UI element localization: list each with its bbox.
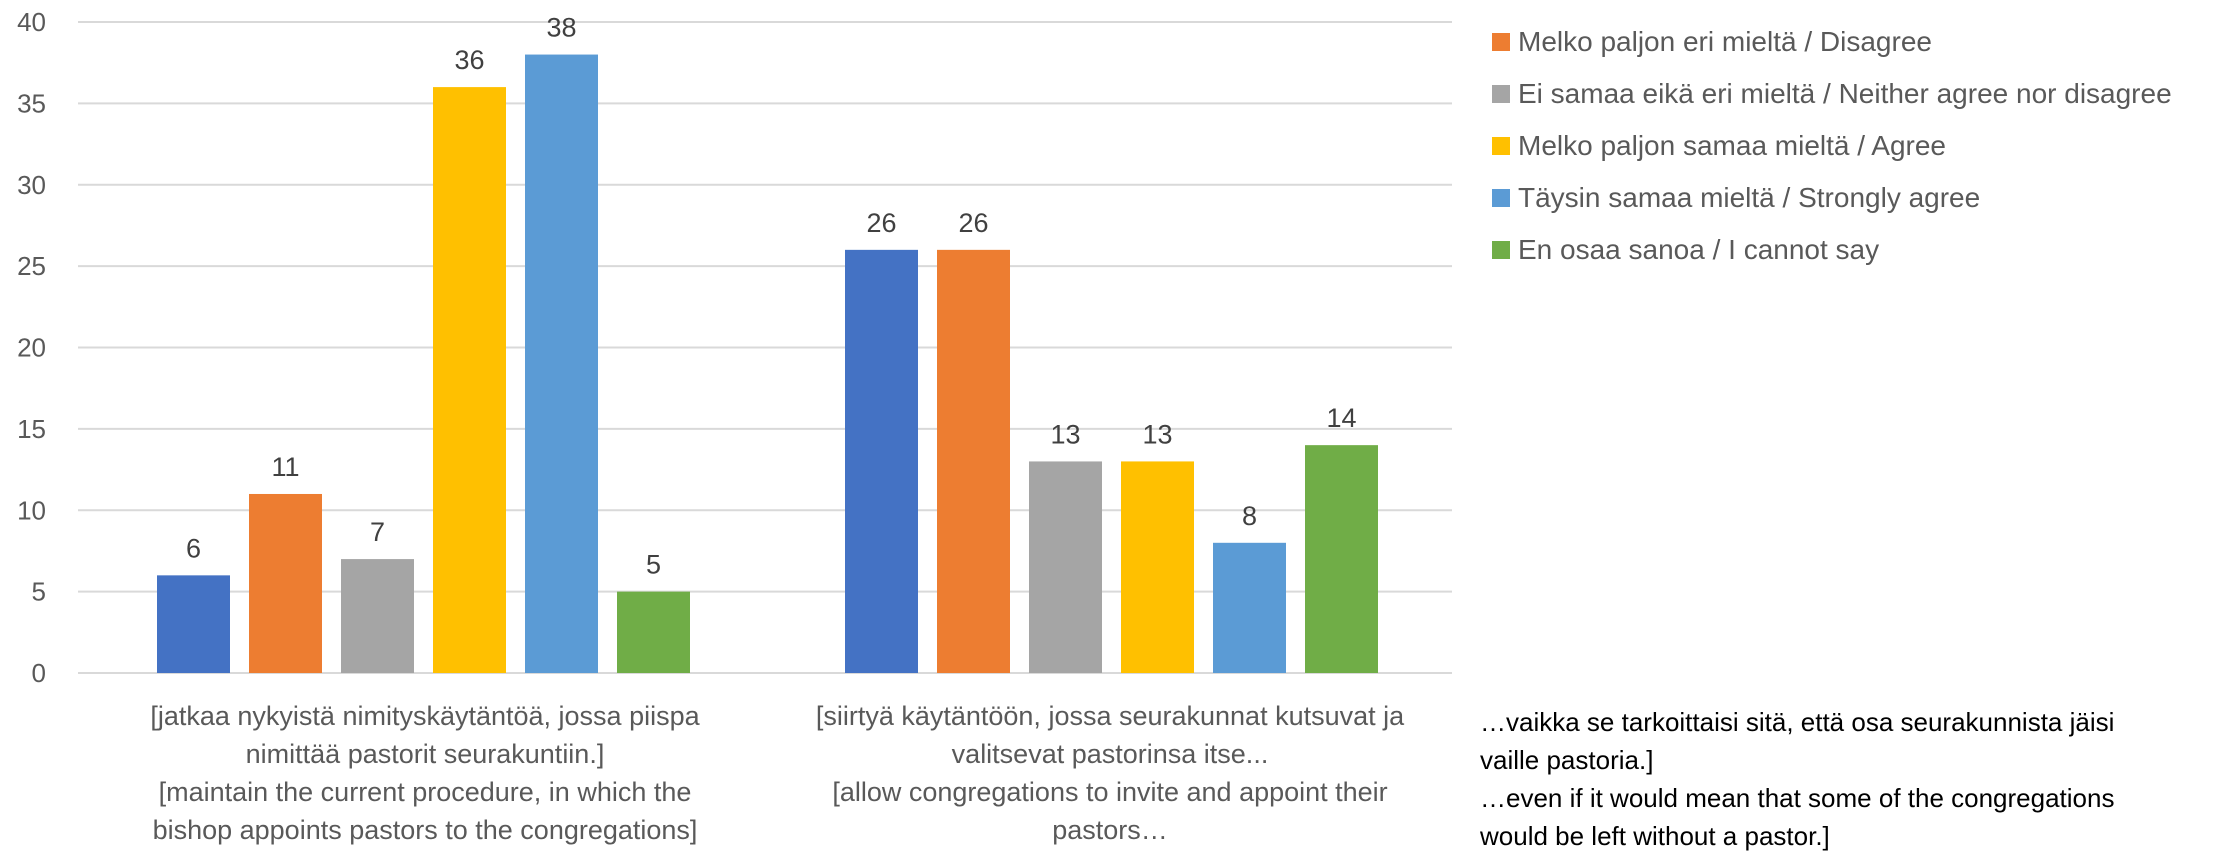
data-label: 8 (1242, 501, 1257, 531)
category-label-line: nimittää pastorit seurakuntiin.] (245, 739, 605, 769)
bar (433, 87, 506, 674)
y-tick-label: 10 (17, 495, 46, 525)
bar (525, 54, 598, 674)
legend-label: En osaa sanoa / I cannot say (1518, 234, 1880, 265)
legend: Melko paljon eri mieltä / Disagree Ei sa… (1492, 16, 2172, 276)
data-label: 5 (646, 550, 661, 580)
data-label: 26 (958, 208, 988, 238)
data-labels: 6 11 7 36 38 5 26 26 13 13 8 14 (186, 13, 1357, 580)
bar-chart: 0 5 10 15 20 25 30 35 40 6 11 7 36 38 5 26 26 13 13 8 14 (17, 7, 1452, 688)
data-label: 36 (454, 45, 484, 75)
legend-item-strongly-agree: Täysin samaa mieltä / Strongly agree (1492, 172, 2172, 224)
y-tick-label: 0 (32, 658, 46, 688)
legend-swatch (1492, 33, 1510, 51)
category-label-line: [maintain the current procedure, in whic… (158, 777, 692, 807)
legend-swatch (1492, 85, 1510, 103)
category-label-line: [jatkaa nykyistä nimityskäytäntöä, jossa… (150, 701, 700, 731)
footnote-line: …vaikka se tarkoittaisi sitä, että osa s… (1480, 707, 2115, 737)
y-axis: 0 5 10 15 20 25 30 35 40 (17, 7, 46, 688)
y-tick-label: 30 (17, 170, 46, 200)
bar (1029, 461, 1102, 673)
y-tick-label: 35 (17, 88, 46, 118)
footnote: …vaikka se tarkoittaisi sitä, että osa s… (1480, 703, 2210, 855)
bar (1121, 461, 1194, 673)
data-label: 11 (271, 452, 299, 482)
y-tick-label: 40 (17, 7, 46, 37)
y-tick-label: 25 (17, 251, 46, 281)
y-tick-label: 15 (17, 414, 46, 444)
data-label: 26 (866, 208, 896, 238)
category-label-line: [siirtyä käytäntöön, jossa seurakunnat k… (815, 701, 1405, 731)
bar (157, 575, 230, 673)
bar (1213, 542, 1286, 673)
footnote-line: …even if it would mean that some of the … (1480, 783, 2115, 813)
category-label-line: valitsevat pastorinsa itse... (951, 739, 1269, 769)
category-label-line: bishop appoints pastors to the congregat… (152, 815, 698, 845)
data-label: 13 (1142, 419, 1172, 449)
data-label: 6 (186, 533, 201, 563)
legend-label: Melko paljon eri mieltä / Disagree (1518, 26, 1932, 57)
footnote-line: vaille pastoria.] (1480, 745, 1654, 775)
data-label: 13 (1050, 419, 1080, 449)
legend-item-disagree: Melko paljon eri mieltä / Disagree (1492, 16, 2172, 68)
data-label: 7 (370, 517, 385, 547)
legend-swatch (1492, 241, 1510, 259)
bar (1305, 445, 1378, 673)
bar (617, 591, 690, 673)
legend-swatch (1492, 189, 1510, 207)
category-label-line: pastors… (1052, 815, 1168, 845)
bar (937, 249, 1010, 673)
data-label: 14 (1326, 403, 1356, 433)
bar (249, 493, 322, 673)
category-label-line: [allow congregations to invite and appoi… (832, 777, 1388, 807)
data-label: 38 (546, 13, 576, 43)
legend-item-neutral: Ei samaa eikä eri mieltä / Neither agree… (1492, 68, 2172, 120)
category-label-1: [jatkaa nykyistä nimityskäytäntöä, jossa… (80, 697, 770, 849)
legend-item-cannot-say: En osaa sanoa / I cannot say (1492, 224, 2172, 276)
category-label-2: [siirtyä käytäntöön, jossa seurakunnat k… (760, 697, 1460, 849)
legend-label: Ei samaa eikä eri mieltä / Neither agree… (1518, 78, 2172, 109)
bar (845, 249, 918, 673)
legend-label: Täysin samaa mieltä / Strongly agree (1518, 182, 1981, 213)
footnote-line: would be left without a pastor.] (1480, 821, 1830, 851)
y-tick-label: 20 (17, 333, 46, 363)
y-tick-label: 5 (32, 577, 46, 607)
bar (341, 559, 414, 673)
bars (157, 54, 1378, 674)
legend-item-agree: Melko paljon samaa mieltä / Agree (1492, 120, 2172, 172)
legend-label: Melko paljon samaa mieltä / Agree (1518, 130, 1946, 161)
legend-swatch (1492, 137, 1510, 155)
